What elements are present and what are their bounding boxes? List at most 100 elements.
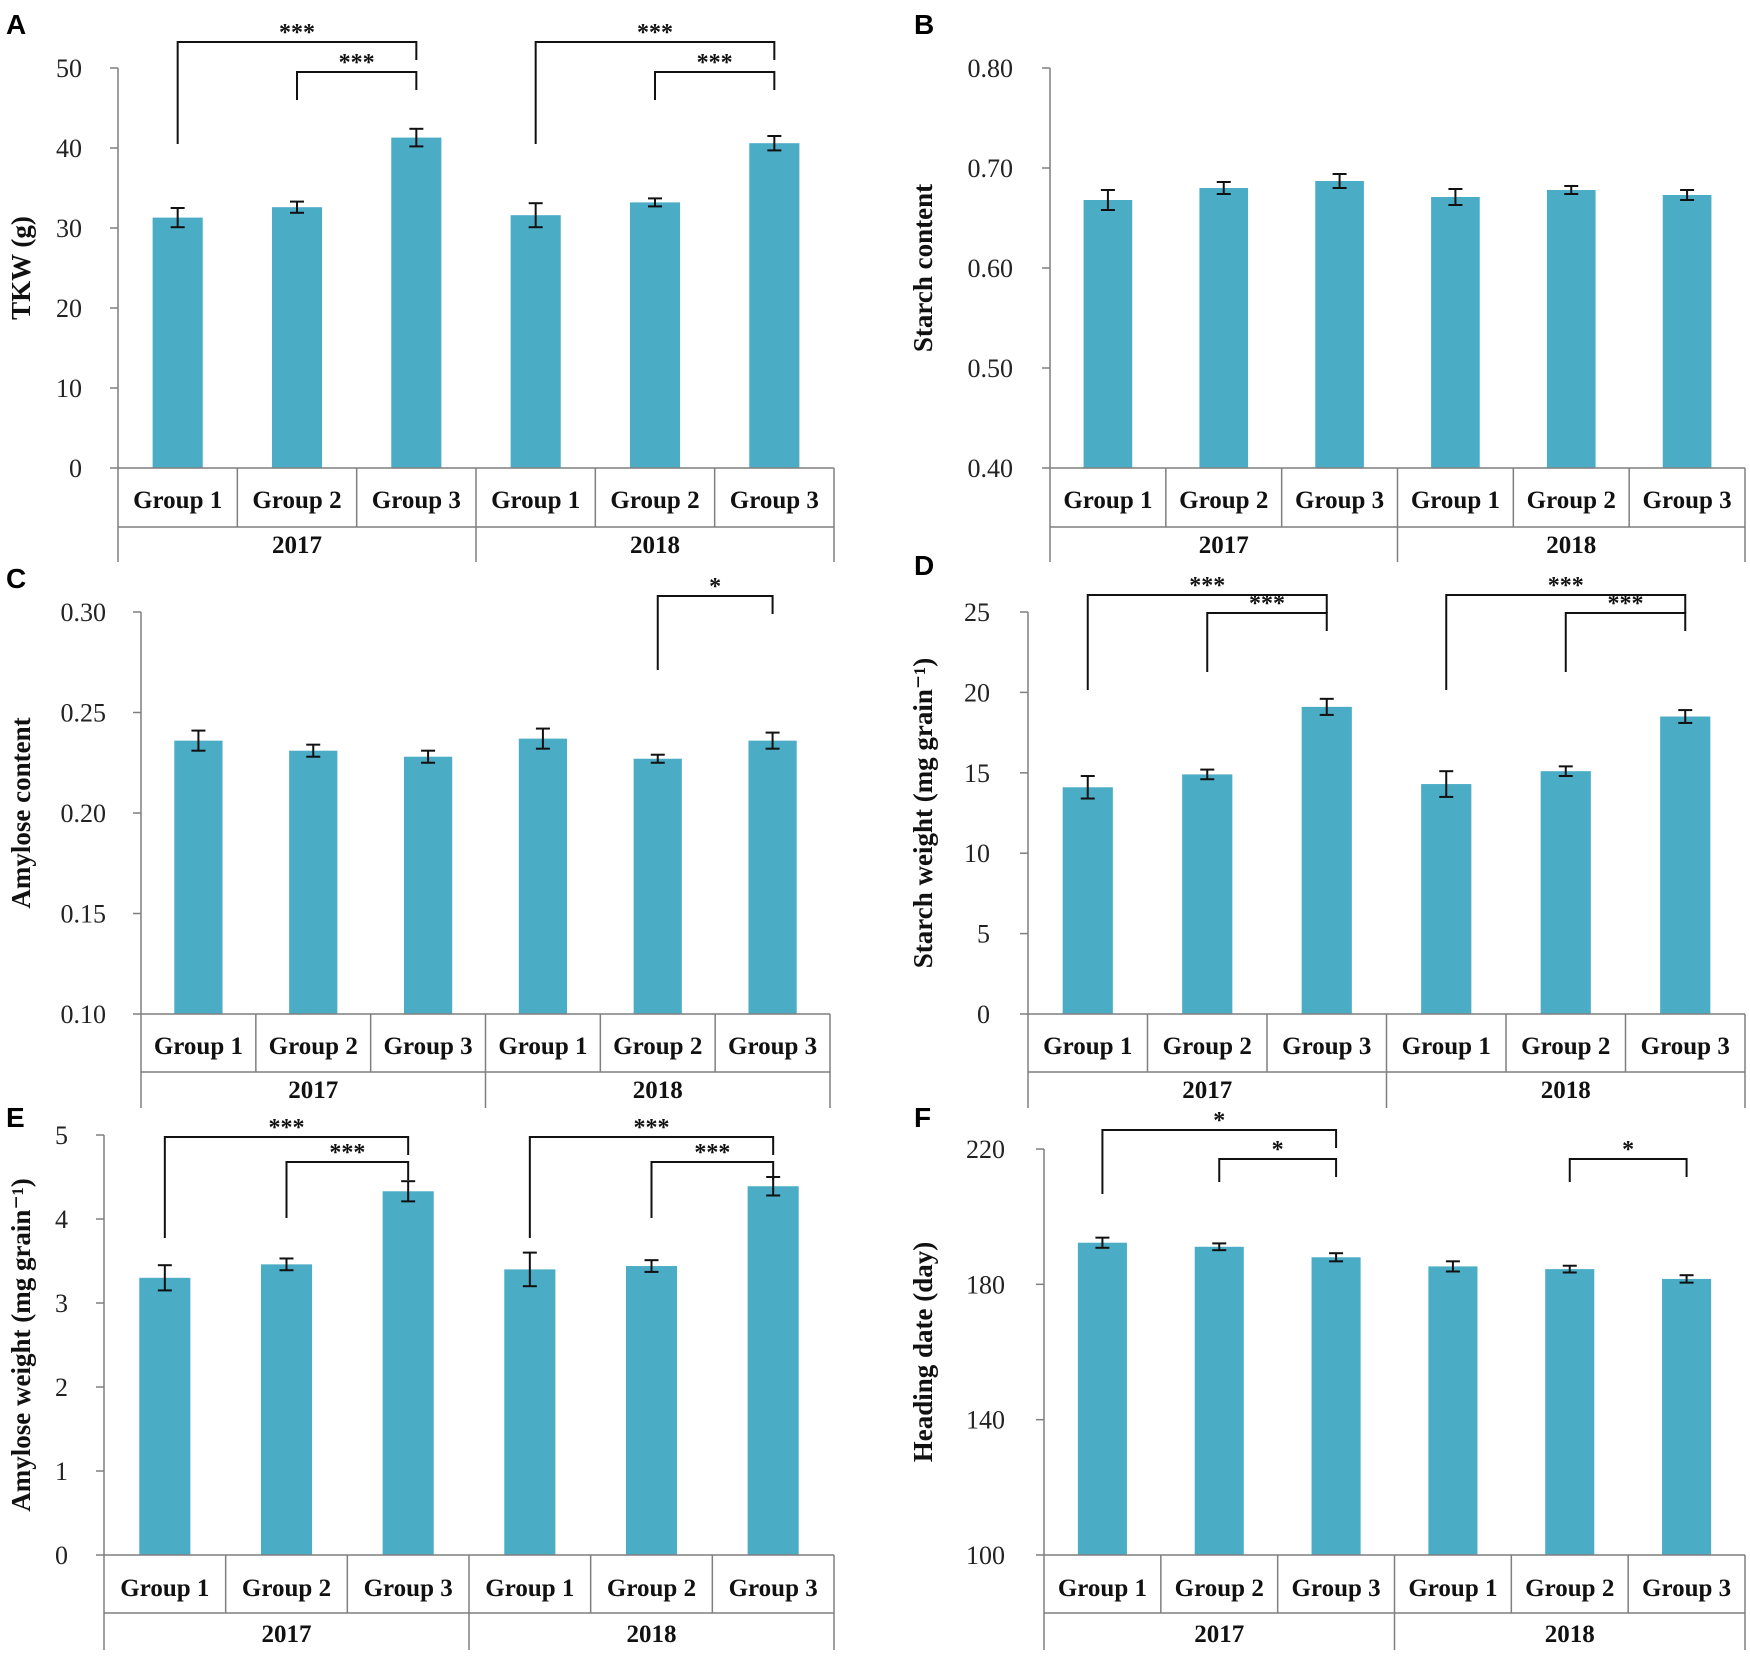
- bar: [518, 738, 568, 1014]
- panel-letter: C: [6, 563, 26, 594]
- bar: [271, 207, 323, 468]
- significance-label: ***: [694, 1140, 730, 1166]
- bar: [382, 1191, 434, 1555]
- significance-label: ***: [637, 20, 673, 46]
- bar: [1062, 787, 1113, 1014]
- significance-bracket: [1218, 1158, 1338, 1182]
- y-tick-label: 10: [964, 839, 990, 868]
- bar: [749, 143, 800, 468]
- significance-label: ***: [634, 1115, 670, 1141]
- significance-label: ***: [279, 20, 315, 46]
- y-tick-label: 100: [966, 1541, 1005, 1570]
- y-tick-label: 4: [55, 1205, 68, 1234]
- significance-label: *: [709, 574, 721, 600]
- y-tick-label: 1: [55, 1457, 68, 1486]
- category-label: Group 3: [1641, 1033, 1730, 1060]
- y-tick-label: 0.40: [968, 454, 1014, 483]
- significance-bracket: [1445, 594, 1687, 690]
- category-label: Group 2: [1521, 1033, 1610, 1060]
- category-label: Group 1: [485, 1575, 574, 1602]
- y-tick-label: 40: [56, 134, 82, 163]
- significance-bracket: [285, 1161, 410, 1218]
- panel-f: F 100 140 180 220 Heading date (day) Group 1 Gr…: [908, 1102, 1746, 1650]
- category-label: Group 3: [1642, 1575, 1731, 1602]
- y-tick-label: 0.10: [61, 1000, 107, 1029]
- bar: [748, 740, 797, 1014]
- category-label: Group 2: [269, 1033, 358, 1060]
- category-label: Group 3: [729, 1575, 818, 1602]
- panel-e: E 0 1 2 3 4 5 Amylose weight (mg grain⁻¹) Group …: [6, 1102, 835, 1650]
- category-label: Group 2: [1163, 1033, 1252, 1060]
- bar: [1546, 190, 1596, 468]
- significance-label: *: [1213, 1108, 1225, 1134]
- y-axis-label: Starch content: [908, 184, 938, 352]
- y-axis-label: TKW (g): [6, 216, 36, 320]
- panel-letter: D: [914, 550, 934, 581]
- bar: [1301, 706, 1352, 1014]
- y-tick-label: 180: [966, 1270, 1005, 1299]
- y-tick-label: 220: [966, 1135, 1005, 1164]
- year-label: 2018: [633, 1077, 683, 1104]
- y-tick-label: 5: [55, 1121, 68, 1150]
- bar: [629, 202, 681, 468]
- category-label: Group 3: [384, 1033, 473, 1060]
- bar: [1194, 1246, 1244, 1555]
- category-label: Group 3: [364, 1575, 453, 1602]
- category-label: Group 1: [1063, 487, 1152, 514]
- y-tick-label: 25: [964, 598, 990, 627]
- y-tick-label: 0: [55, 1541, 68, 1570]
- y-axis-label: Amylose weight (mg grain⁻¹): [6, 1178, 36, 1512]
- significance-label: ***: [1548, 573, 1584, 599]
- panel-letter: A: [6, 9, 26, 40]
- bar: [403, 756, 453, 1014]
- bar: [391, 137, 442, 468]
- bar: [1540, 771, 1591, 1014]
- bar: [1428, 1266, 1478, 1555]
- y-tick-label: 20: [56, 294, 82, 323]
- significance-bracket: [1086, 594, 1328, 690]
- significance-label: ***: [329, 1140, 365, 1166]
- y-tick-label: 0.50: [968, 354, 1014, 383]
- category-label: Group 1: [133, 487, 222, 514]
- y-tick-label: 2: [55, 1373, 68, 1402]
- bar: [260, 1264, 313, 1555]
- category-label: Group 1: [1411, 487, 1500, 514]
- significance-bracket: [534, 41, 776, 144]
- category-label: Group 3: [730, 487, 819, 514]
- year-label: 2017: [262, 1621, 312, 1648]
- significance-label: ***: [1249, 591, 1285, 617]
- y-tick-label: 10: [56, 374, 82, 403]
- significance-bracket: [1206, 612, 1328, 672]
- bar: [152, 217, 203, 468]
- bar: [1421, 784, 1472, 1014]
- bar: [747, 1186, 799, 1555]
- significance-bracket: [296, 71, 418, 100]
- y-axis-label: Starch weight (mg grain⁻¹): [908, 658, 938, 969]
- significance-label: ***: [339, 50, 375, 76]
- category-label: Group 1: [1058, 1575, 1147, 1602]
- y-axis-label: Heading date (day): [908, 1242, 938, 1463]
- category-label: Group 2: [1525, 1575, 1614, 1602]
- y-tick-label: 0.30: [61, 598, 107, 627]
- bar: [510, 215, 561, 468]
- bar: [174, 740, 223, 1014]
- y-tick-label: 0.60: [968, 254, 1014, 283]
- significance-label: ***: [1608, 591, 1644, 617]
- significance-bracket: [163, 1136, 410, 1238]
- bar: [1311, 1257, 1361, 1555]
- bar: [1083, 200, 1133, 468]
- category-label: Group 3: [372, 487, 461, 514]
- year-label: 2018: [1545, 1621, 1595, 1648]
- bar: [1199, 188, 1249, 468]
- significance-bracket: [650, 1161, 775, 1218]
- y-tick-label: 0.70: [968, 154, 1014, 183]
- year-label: 2017: [1199, 532, 1249, 559]
- significance-bracket: [1568, 1158, 1688, 1182]
- y-tick-label: 0.25: [61, 699, 107, 728]
- bar: [1662, 1278, 1712, 1555]
- y-tick-label: 0.15: [61, 900, 107, 929]
- significance-bracket: [528, 1136, 775, 1238]
- bar: [625, 1266, 678, 1555]
- significance-bracket: [176, 41, 418, 144]
